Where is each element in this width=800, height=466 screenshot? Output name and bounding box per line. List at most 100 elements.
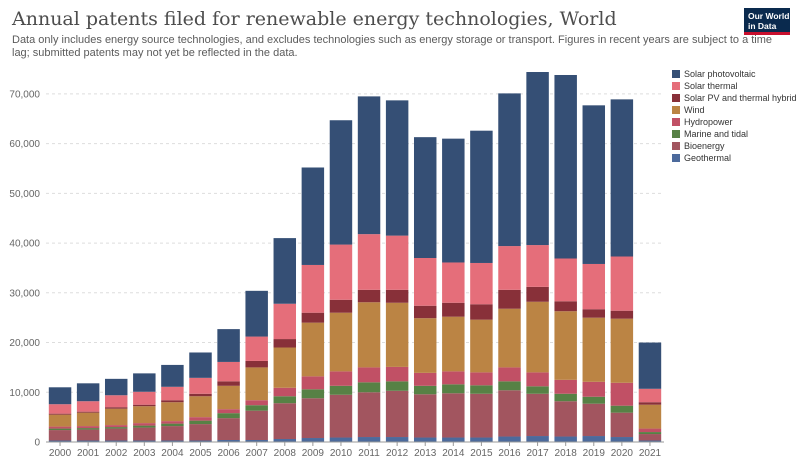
legend-item[interactable]: Geothermal [672, 153, 731, 163]
legend-item[interactable]: Solar photovoltaic [672, 69, 756, 79]
bar-segment[interactable] [358, 302, 380, 367]
bar-segment[interactable] [302, 265, 324, 313]
bar-segment[interactable] [526, 386, 548, 393]
bar-segment[interactable] [358, 96, 380, 234]
bar-segment[interactable] [442, 384, 464, 393]
bar-segment[interactable] [274, 304, 296, 339]
bar-segment[interactable] [274, 388, 296, 396]
legend-item[interactable]: Hydropower [672, 117, 733, 127]
bar-segment[interactable] [639, 343, 661, 389]
bar-segment[interactable] [245, 400, 267, 405]
bar-segment[interactable] [442, 262, 464, 302]
bar-segment[interactable] [526, 72, 548, 245]
bar-segment[interactable] [189, 417, 211, 420]
bar-segment[interactable] [442, 317, 464, 372]
bar-segment[interactable] [189, 421, 211, 424]
bar-segment[interactable] [217, 329, 239, 362]
bar-segment[interactable] [639, 429, 661, 432]
bar-segment[interactable] [526, 287, 548, 302]
bar-segment[interactable] [414, 306, 436, 318]
bar-segment[interactable] [105, 395, 127, 407]
bar-segment[interactable] [274, 238, 296, 304]
bar-segment[interactable] [161, 424, 183, 426]
bar-segment[interactable] [133, 426, 155, 428]
bar-segment[interactable] [358, 290, 380, 302]
bar-segment[interactable] [189, 352, 211, 377]
bar-segment[interactable] [358, 437, 380, 442]
bar-segment[interactable] [358, 392, 380, 437]
bar-segment[interactable] [554, 311, 576, 380]
bar-segment[interactable] [105, 427, 127, 428]
bar-segment[interactable] [470, 394, 492, 438]
bar-segment[interactable] [77, 401, 99, 411]
bar-segment[interactable] [161, 421, 183, 423]
bar-segment[interactable] [386, 381, 408, 390]
legend-item[interactable]: Bioenergy [672, 141, 725, 151]
bar-segment[interactable] [245, 291, 267, 337]
bar-segment[interactable] [217, 418, 239, 440]
bar-segment[interactable] [49, 415, 71, 427]
bar-segment[interactable] [217, 381, 239, 385]
bar-segment[interactable] [526, 302, 548, 373]
bar-segment[interactable] [414, 137, 436, 258]
bar-segment[interactable] [49, 387, 71, 404]
bar-segment[interactable] [161, 387, 183, 400]
bar-segment[interactable] [217, 362, 239, 381]
bar-segment[interactable] [414, 258, 436, 306]
bar-segment[interactable] [554, 380, 576, 394]
bar-segment[interactable] [77, 426, 99, 428]
bar-segment[interactable] [498, 367, 520, 381]
bar-segment[interactable] [49, 429, 71, 430]
bar-segment[interactable] [386, 303, 408, 367]
bar-segment[interactable] [470, 320, 492, 373]
bar-segment[interactable] [358, 234, 380, 290]
bar-segment[interactable] [583, 264, 605, 309]
bar-segment[interactable] [330, 120, 352, 244]
bar-segment[interactable] [470, 304, 492, 319]
bar-segment[interactable] [470, 438, 492, 442]
bar-segment[interactable] [498, 437, 520, 442]
bar-segment[interactable] [554, 75, 576, 259]
bar-segment[interactable] [554, 401, 576, 436]
bar-segment[interactable] [498, 390, 520, 436]
bar-segment[interactable] [161, 400, 183, 402]
bar-segment[interactable] [442, 303, 464, 317]
bar-segment[interactable] [470, 385, 492, 393]
bar-segment[interactable] [470, 263, 492, 304]
bar-segment[interactable] [583, 105, 605, 264]
bar-segment[interactable] [274, 348, 296, 388]
bar-segment[interactable] [498, 290, 520, 309]
bar-segment[interactable] [189, 378, 211, 394]
bar-segment[interactable] [133, 406, 155, 423]
bar-segment[interactable] [302, 376, 324, 389]
bar-segment[interactable] [302, 167, 324, 264]
bar-segment[interactable] [414, 438, 436, 442]
bar-segment[interactable] [105, 379, 127, 395]
bar-segment[interactable] [133, 373, 155, 391]
bar-segment[interactable] [639, 402, 661, 404]
legend-item[interactable]: Solar PV and thermal hybrid [672, 93, 797, 103]
bar-segment[interactable] [302, 438, 324, 442]
bar-segment[interactable] [386, 100, 408, 235]
bar-segment[interactable] [330, 313, 352, 372]
bar-segment[interactable] [245, 361, 267, 367]
bar-segment[interactable] [554, 258, 576, 301]
bar-segment[interactable] [302, 389, 324, 398]
bar-segment[interactable] [330, 300, 352, 313]
bar-segment[interactable] [498, 246, 520, 290]
bar-segment[interactable] [302, 323, 324, 377]
bar-segment[interactable] [442, 371, 464, 384]
bar-segment[interactable] [77, 383, 99, 401]
bar-segment[interactable] [470, 131, 492, 263]
bar-segment[interactable] [611, 383, 633, 406]
bar-segment[interactable] [217, 409, 239, 413]
bar-segment[interactable] [49, 430, 71, 440]
bar-segment[interactable] [611, 319, 633, 383]
bar-segment[interactable] [442, 393, 464, 437]
bar-segment[interactable] [105, 409, 127, 425]
bar-segment[interactable] [611, 437, 633, 442]
bar-segment[interactable] [386, 290, 408, 303]
bar-segment[interactable] [611, 99, 633, 256]
bar-segment[interactable] [217, 413, 239, 418]
bar-segment[interactable] [386, 236, 408, 290]
